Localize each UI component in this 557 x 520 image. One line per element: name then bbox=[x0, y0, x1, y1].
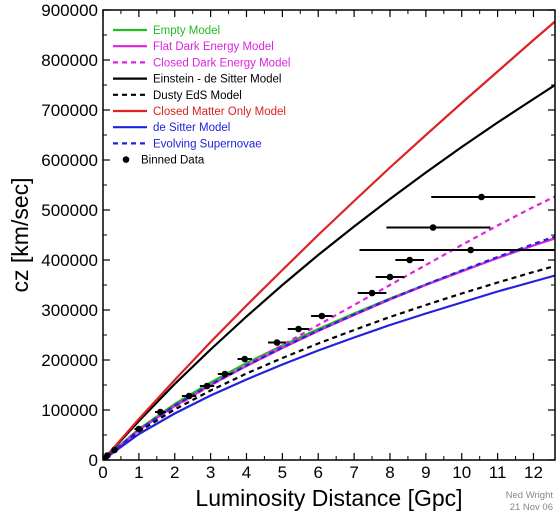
x-tick-label: 8 bbox=[385, 463, 394, 482]
curve-einstein-de-sitter-model bbox=[103, 84, 555, 460]
legend-label: Empty Model bbox=[153, 25, 220, 37]
y-tick-label: 300000 bbox=[41, 301, 98, 320]
y-tick-label: 100000 bbox=[41, 401, 98, 420]
curve-flat-dark-energy-model bbox=[103, 237, 555, 460]
data-point bbox=[478, 193, 485, 201]
legend-label: Evolving Supernovae bbox=[153, 138, 262, 150]
data-point bbox=[406, 256, 414, 264]
legend-label: Dusty EdS Model bbox=[153, 90, 242, 102]
x-tick-label: 11 bbox=[489, 463, 507, 482]
data-point bbox=[104, 452, 111, 459]
data-point bbox=[221, 370, 229, 378]
data-point bbox=[111, 446, 118, 454]
legend-swatch-point bbox=[122, 156, 130, 163]
binned-data-points bbox=[103, 193, 555, 460]
data-point bbox=[386, 273, 394, 281]
x-tick-label: 9 bbox=[421, 463, 430, 482]
curve-closed-matter-only-model bbox=[103, 20, 555, 460]
data-point bbox=[157, 408, 164, 416]
data-point bbox=[135, 425, 143, 433]
legend-label: de Sitter Model bbox=[153, 122, 230, 134]
data-point bbox=[203, 382, 211, 390]
y-tick-label: 400000 bbox=[41, 251, 98, 270]
credit-author: Ned Wright bbox=[506, 490, 554, 501]
legend-label: Einstein - de Sitter Model bbox=[153, 74, 281, 86]
credit-date: 21 Nov 06 bbox=[510, 502, 553, 513]
curve-de-sitter-model bbox=[103, 274, 555, 460]
x-tick-label: 5 bbox=[278, 463, 287, 482]
y-tick-label: 700000 bbox=[41, 101, 98, 120]
x-tick-label: 0 bbox=[98, 463, 107, 482]
curve-empty-model bbox=[103, 236, 555, 460]
data-point bbox=[467, 246, 474, 254]
x-tick-label: 2 bbox=[170, 463, 179, 482]
x-tick-label: 4 bbox=[242, 463, 251, 482]
curve-closed-dark-energy-model bbox=[103, 195, 555, 460]
x-tick-label: 7 bbox=[349, 463, 358, 482]
x-tick-label: 10 bbox=[452, 463, 471, 482]
curve-dusty-eds-model bbox=[103, 264, 555, 460]
legend-label: Flat Dark Energy Model bbox=[153, 41, 274, 53]
legend-label: Binned Data bbox=[141, 155, 205, 167]
plot-frame bbox=[102, 9, 556, 461]
x-tick-label: 3 bbox=[206, 463, 215, 482]
legend-label: Closed Dark Energy Model bbox=[153, 57, 290, 69]
tick-labels: 0 1 2 3 4 5 6 7 8 9 10 11 12010000020000030000040000… bbox=[41, 1, 543, 482]
x-tick-label: 1 bbox=[134, 463, 143, 482]
model-curves bbox=[103, 20, 555, 460]
x-axis-title: Luminosity Distance [Gpc] bbox=[195, 485, 462, 511]
y-axis-title: cz [km/sec] bbox=[7, 177, 33, 292]
data-point bbox=[185, 392, 193, 400]
y-tick-label: 800000 bbox=[41, 51, 98, 70]
legend: Empty Model Flat Dark Energy Model Closed … bbox=[113, 25, 290, 167]
data-point bbox=[241, 355, 248, 363]
data-point bbox=[273, 339, 281, 346]
data-point bbox=[429, 224, 437, 231]
y-tick-label: 0 bbox=[89, 451, 98, 470]
y-tick-label: 500000 bbox=[41, 201, 98, 220]
legend-label: Closed Matter Only Model bbox=[153, 106, 286, 118]
y-tick-label: 900000 bbox=[41, 1, 98, 20]
y-tick-label: 600000 bbox=[41, 151, 98, 170]
data-point bbox=[318, 312, 326, 320]
data-point bbox=[295, 325, 302, 333]
curve-evolving-supernovae bbox=[103, 235, 555, 460]
x-tick-label: 6 bbox=[314, 463, 323, 482]
x-tick-label: 12 bbox=[524, 463, 543, 482]
data-point bbox=[368, 289, 376, 297]
y-tick-label: 200000 bbox=[41, 351, 98, 370]
